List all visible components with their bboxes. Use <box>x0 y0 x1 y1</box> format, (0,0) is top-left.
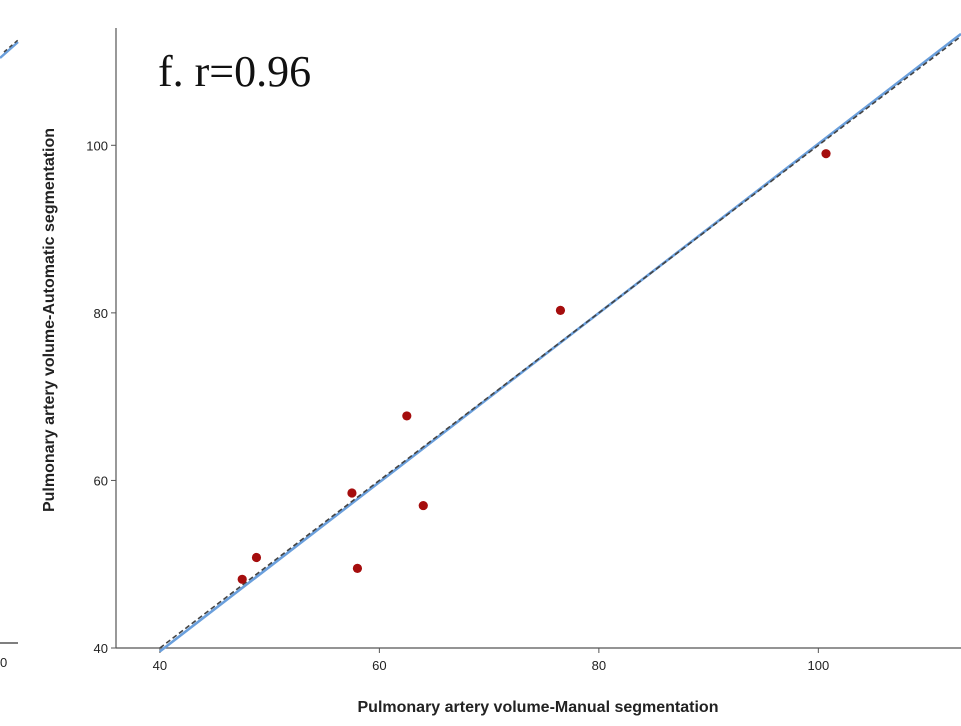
data-points <box>237 149 831 584</box>
left-panel-fragment: 0 <box>0 39 19 670</box>
y-tick-label: 60 <box>94 473 108 488</box>
regression-line <box>159 32 961 653</box>
reference-lines <box>159 32 961 653</box>
data-point <box>418 500 428 511</box>
x-tick-label: 60 <box>372 658 386 673</box>
left-panel-fit-line <box>0 41 19 59</box>
data-point <box>251 552 262 563</box>
plot-area: 40 60 80 100 40 60 80 100 <box>86 28 961 673</box>
chart-title: f. r=0.96 <box>158 47 311 96</box>
identity-line <box>159 35 961 649</box>
left-panel-tick-label: 0 <box>0 655 7 670</box>
data-point <box>821 149 831 159</box>
data-point <box>237 574 247 584</box>
y-axis-title: Pulmonary artery volume-Automatic segmen… <box>41 128 58 512</box>
x-tick-label: 40 <box>153 658 167 673</box>
left-panel-identity-line <box>3 39 19 53</box>
y-tick-label: 100 <box>86 138 108 153</box>
y-tick-label: 40 <box>94 641 108 656</box>
x-tick-label: 80 <box>592 658 606 673</box>
x-axis-ticks: 40 60 80 100 <box>153 648 829 673</box>
data-point <box>402 411 412 421</box>
x-axis-title: Pulmonary artery volume-Manual segmentat… <box>358 699 719 716</box>
data-point <box>352 563 363 574</box>
y-axis-ticks: 40 60 80 100 <box>86 138 116 656</box>
data-point <box>347 488 357 498</box>
data-point <box>555 305 566 315</box>
x-tick-label: 100 <box>807 658 829 673</box>
y-tick-label: 80 <box>94 306 108 321</box>
